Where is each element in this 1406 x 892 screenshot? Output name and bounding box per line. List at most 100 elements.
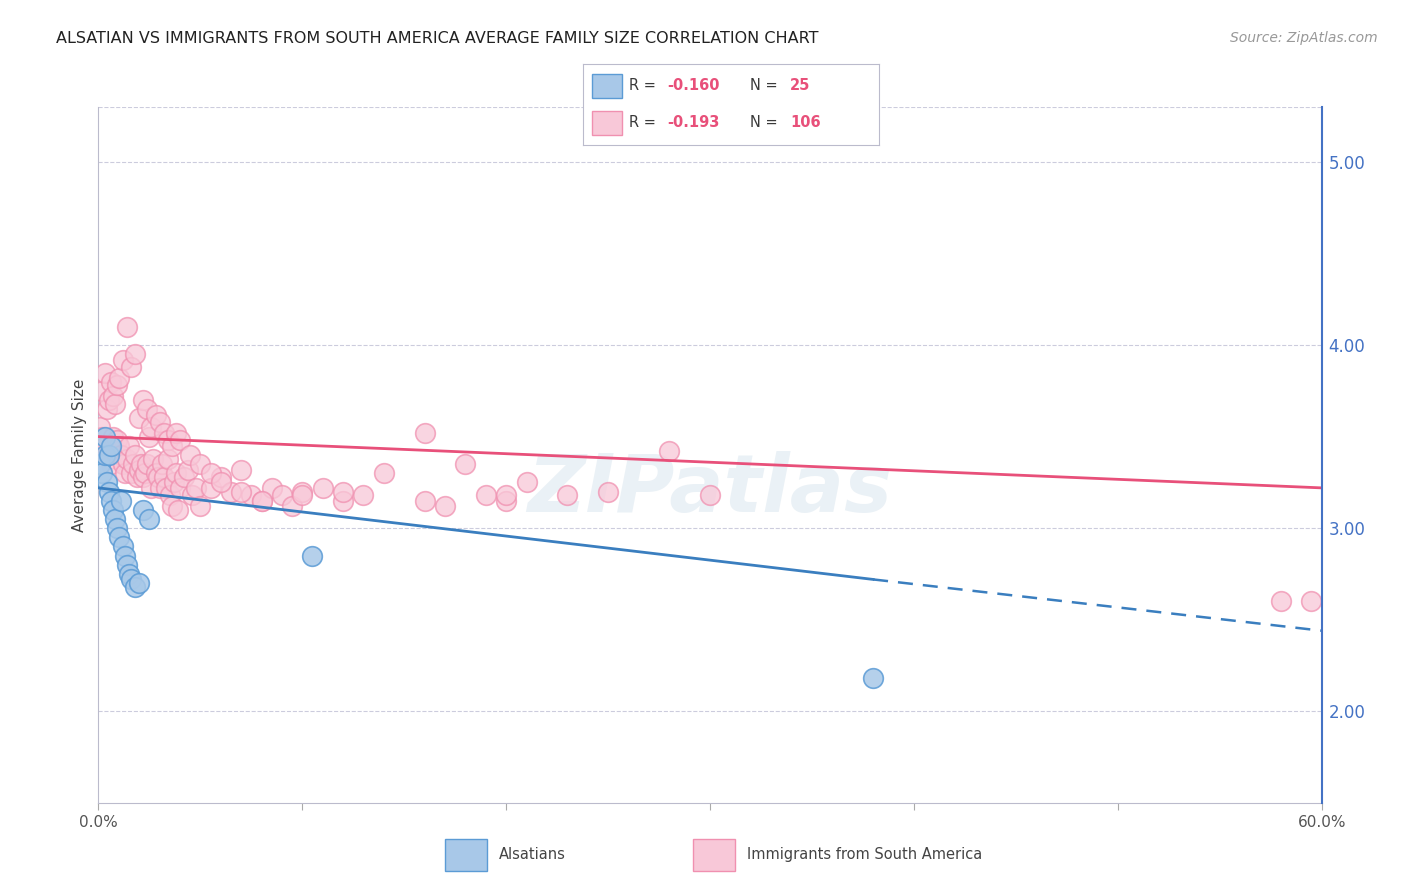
- Point: [93, 429, 115, 443]
- Point: [114, 549, 136, 563]
- Point: [132, 470, 155, 484]
- Point: [108, 530, 131, 544]
- Point: [110, 493, 132, 508]
- Point: [105, 521, 128, 535]
- Point: [165, 467, 187, 481]
- Point: [260, 481, 283, 495]
- Point: [598, 484, 620, 499]
- Point: [120, 467, 142, 481]
- Point: [281, 499, 304, 513]
- Point: [146, 470, 169, 484]
- Point: [136, 457, 159, 471]
- Point: [96, 448, 118, 462]
- Point: [91, 384, 114, 398]
- Point: [100, 457, 122, 471]
- Point: [104, 397, 127, 411]
- Point: [454, 457, 477, 471]
- Point: [128, 411, 150, 425]
- Text: Source: ZipAtlas.com: Source: ZipAtlas.com: [1230, 31, 1378, 45]
- Point: [163, 475, 186, 490]
- Point: [209, 470, 232, 484]
- Point: [120, 573, 142, 587]
- Point: [177, 462, 200, 476]
- Text: 106: 106: [790, 115, 821, 130]
- Point: [516, 475, 538, 490]
- Point: [111, 540, 134, 554]
- Point: [111, 457, 134, 471]
- Point: [114, 467, 136, 481]
- Point: [373, 467, 395, 481]
- Point: [332, 493, 354, 508]
- Point: [149, 481, 172, 495]
- Point: [97, 448, 120, 462]
- Point: [132, 392, 155, 407]
- Point: [200, 467, 222, 481]
- Point: [93, 366, 115, 380]
- Point: [291, 488, 314, 502]
- Point: [120, 359, 142, 374]
- Bar: [592, 74, 621, 98]
- Point: [862, 671, 884, 685]
- Point: [231, 484, 253, 499]
- Bar: [592, 111, 621, 135]
- Point: [240, 488, 263, 502]
- Point: [169, 434, 191, 448]
- Point: [100, 493, 122, 508]
- Point: [1270, 594, 1292, 608]
- Point: [186, 481, 208, 495]
- Point: [138, 429, 160, 443]
- Point: [128, 576, 150, 591]
- Text: Alsatians: Alsatians: [499, 847, 565, 862]
- Point: [152, 470, 174, 484]
- Point: [169, 481, 191, 495]
- Point: [160, 499, 183, 513]
- Point: [142, 451, 165, 466]
- Point: [129, 457, 152, 471]
- Point: [122, 457, 145, 471]
- Point: [93, 448, 115, 462]
- Point: [111, 352, 134, 367]
- Point: [91, 467, 114, 481]
- Point: [101, 389, 124, 403]
- Point: [132, 503, 155, 517]
- Point: [413, 425, 436, 440]
- Point: [145, 408, 167, 422]
- Point: [495, 493, 517, 508]
- Point: [173, 470, 195, 484]
- Point: [434, 499, 457, 513]
- Point: [141, 481, 163, 495]
- Point: [301, 549, 323, 563]
- Point: [156, 434, 179, 448]
- Point: [557, 488, 579, 502]
- Text: N =: N =: [751, 115, 783, 130]
- Point: [104, 444, 127, 458]
- Point: [149, 415, 172, 429]
- Point: [141, 420, 163, 434]
- Point: [291, 484, 314, 499]
- Point: [91, 429, 114, 443]
- Point: [124, 448, 146, 462]
- Point: [352, 488, 374, 502]
- Point: [270, 488, 294, 502]
- Point: [96, 402, 118, 417]
- Point: [156, 451, 179, 466]
- Point: [159, 488, 181, 502]
- Point: [101, 503, 124, 517]
- Point: [89, 457, 111, 471]
- Point: [145, 467, 167, 481]
- Bar: [446, 839, 486, 871]
- Point: [413, 493, 436, 508]
- Text: R =: R =: [630, 78, 661, 94]
- Point: [115, 319, 138, 334]
- Point: [188, 457, 212, 471]
- Point: [138, 512, 160, 526]
- Point: [96, 475, 118, 490]
- Point: [101, 429, 124, 443]
- Point: [699, 488, 721, 502]
- Bar: [693, 839, 735, 871]
- Point: [134, 467, 156, 481]
- Text: ZIPatlas: ZIPatlas: [527, 450, 893, 529]
- Point: [97, 451, 120, 466]
- Point: [150, 457, 173, 471]
- Point: [188, 499, 212, 513]
